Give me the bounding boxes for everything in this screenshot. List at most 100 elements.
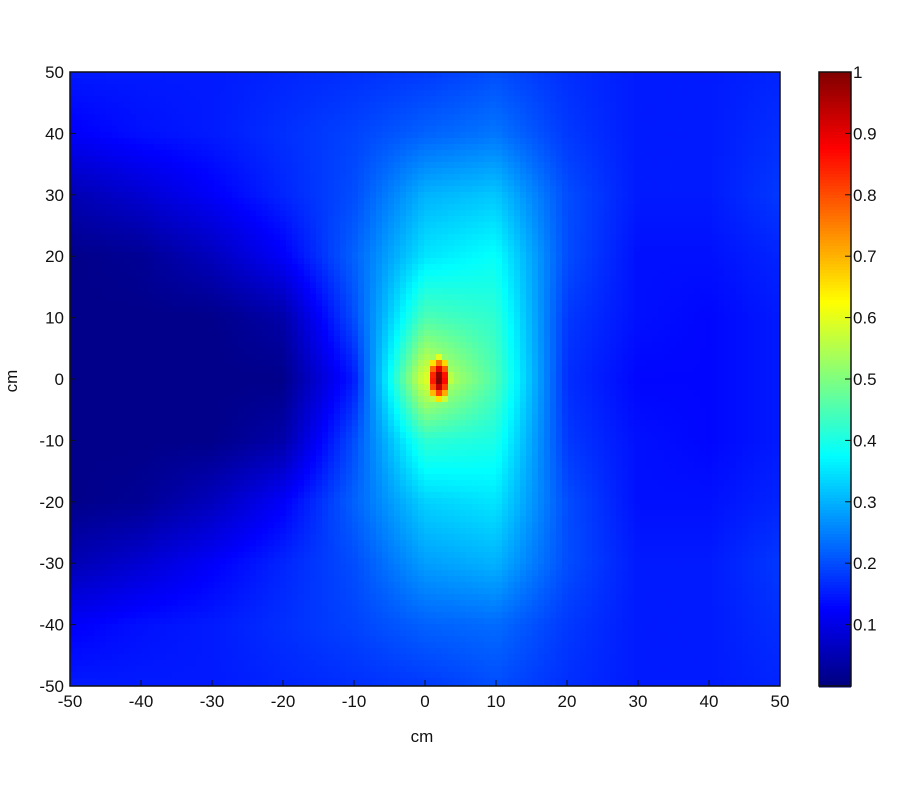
heatmap-cell — [604, 150, 611, 157]
heatmap-cell — [724, 78, 731, 85]
heatmap-cell — [346, 174, 353, 181]
heatmap-cell — [382, 90, 389, 97]
heatmap-cell — [310, 300, 317, 307]
heatmap-cell — [118, 246, 125, 253]
heatmap-cell — [250, 294, 257, 301]
heatmap-cell — [262, 156, 269, 163]
heatmap-cell — [70, 138, 77, 145]
heatmap-cell — [100, 96, 107, 103]
heatmap-cell — [772, 174, 779, 181]
heatmap-cell — [586, 144, 593, 151]
heatmap-cell — [412, 222, 419, 229]
heatmap-cell — [424, 300, 431, 307]
heatmap-cell — [232, 84, 239, 91]
heatmap-cell — [562, 234, 569, 241]
heatmap-cell — [502, 210, 509, 217]
heatmap-cell — [652, 252, 659, 259]
heatmap-cell — [634, 312, 641, 319]
heatmap-cell — [340, 84, 347, 91]
heatmap-cell — [634, 108, 641, 115]
heatmap-cell — [412, 288, 419, 295]
heatmap-cell — [172, 156, 179, 163]
heatmap-cell — [376, 252, 383, 259]
heatmap-cell — [568, 228, 575, 235]
heatmap-cell — [484, 246, 491, 253]
heatmap-cell — [322, 204, 329, 211]
heatmap-cell — [376, 258, 383, 265]
heatmap-cell — [106, 288, 113, 295]
heatmap-cell — [508, 102, 515, 109]
heatmap-cell — [760, 282, 767, 289]
heatmap-cell — [658, 258, 665, 265]
heatmap-cell — [670, 294, 677, 301]
heatmap-cell — [118, 276, 125, 283]
heatmap-cell — [532, 222, 539, 229]
heatmap-cell — [622, 222, 629, 229]
heatmap-cell — [700, 192, 707, 199]
heatmap-cell — [364, 264, 371, 271]
heatmap-cell — [478, 192, 485, 199]
heatmap-cell — [202, 96, 209, 103]
heatmap-cell — [298, 222, 305, 229]
heatmap-cell — [526, 108, 533, 115]
heatmap-cell — [562, 180, 569, 187]
heatmap-cell — [724, 132, 731, 139]
heatmap-cell — [334, 216, 341, 223]
heatmap-cell — [478, 84, 485, 91]
heatmap-cell — [640, 114, 647, 121]
heatmap-cell — [520, 96, 527, 103]
heatmap-cell — [436, 174, 443, 181]
heatmap-cell — [340, 246, 347, 253]
heatmap-cell — [718, 234, 725, 241]
heatmap-cell — [358, 156, 365, 163]
heatmap-cell — [664, 102, 671, 109]
heatmap-cell — [94, 174, 101, 181]
heatmap-cell — [736, 210, 743, 217]
heatmap-cell — [718, 156, 725, 163]
heatmap-cell — [298, 312, 305, 319]
heatmap-cell — [634, 192, 641, 199]
heatmap-cell — [268, 204, 275, 211]
heatmap-cell — [118, 294, 125, 301]
heatmap-cell — [556, 204, 563, 211]
heatmap-cell — [748, 174, 755, 181]
heatmap-cell — [406, 240, 413, 247]
heatmap-cell — [688, 150, 695, 157]
heatmap-cell — [394, 306, 401, 313]
heatmap-cell — [244, 114, 251, 121]
heatmap-cell — [322, 192, 329, 199]
heatmap-cell — [700, 246, 707, 253]
heatmap-cell — [442, 192, 449, 199]
heatmap-cell — [298, 186, 305, 193]
heatmap-cell — [514, 126, 521, 133]
heatmap-cell — [328, 198, 335, 205]
heatmap-cell — [100, 306, 107, 313]
heatmap-cell — [196, 78, 203, 85]
heatmap-cell — [742, 138, 749, 145]
heatmap-cell — [652, 300, 659, 307]
heatmap-cell — [574, 78, 581, 85]
heatmap-cell — [136, 120, 143, 127]
heatmap-cell — [604, 186, 611, 193]
heatmap-cell — [508, 168, 515, 175]
heatmap-cell — [124, 288, 131, 295]
heatmap-cell — [394, 168, 401, 175]
heatmap-cell — [304, 294, 311, 301]
heatmap-cell — [268, 84, 275, 91]
heatmap-cell — [418, 312, 425, 319]
heatmap-cell — [292, 120, 299, 127]
heatmap-cell — [190, 126, 197, 133]
heatmap-cell — [370, 72, 377, 79]
heatmap-cell — [748, 96, 755, 103]
heatmap-cell — [400, 72, 407, 79]
heatmap-cell — [292, 210, 299, 217]
heatmap-cell — [538, 174, 545, 181]
heatmap-cell — [496, 240, 503, 247]
heatmap-cell — [472, 96, 479, 103]
heatmap-cell — [532, 252, 539, 259]
heatmap-cell — [136, 192, 143, 199]
heatmap-cell — [694, 300, 701, 307]
heatmap-cell — [142, 276, 149, 283]
heatmap-cell — [598, 282, 605, 289]
heatmap-cell — [418, 156, 425, 163]
